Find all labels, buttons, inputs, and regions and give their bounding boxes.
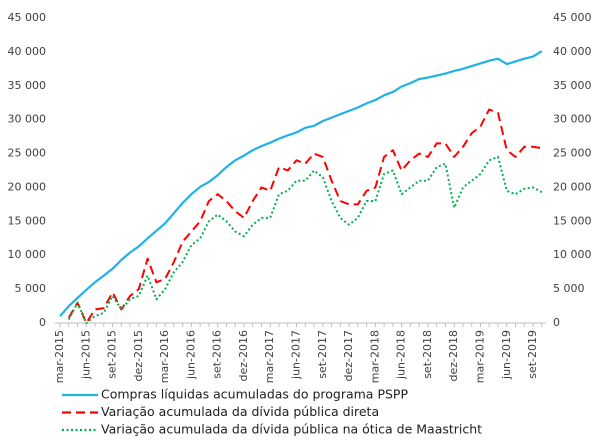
y-tick-label: 10 000 — [8, 248, 47, 261]
legend-label: Variação acumulada da dívida pública dir… — [101, 404, 379, 419]
x-tick-label: set-2016 — [211, 330, 224, 379]
y-tick-label: 25 000 — [8, 147, 47, 160]
x-tick-label: jun-2018 — [395, 330, 408, 380]
y2-tick-label: 10 000 — [553, 248, 592, 261]
x-tick-label: set-2015 — [106, 330, 119, 379]
y-tick-label: 35 000 — [8, 79, 47, 92]
y2-tick-label: 5 000 — [553, 282, 585, 295]
x-tick-label: jun-2017 — [290, 330, 303, 380]
x-tick-label: mar-2016 — [158, 330, 171, 383]
x-tick-label: set-2018 — [421, 330, 434, 379]
y-tick-label: 30 000 — [8, 113, 47, 126]
x-tick-label: mar-2018 — [368, 330, 381, 383]
y2-tick-label: 30 000 — [553, 113, 592, 126]
series-line — [59, 50, 543, 317]
x-tick-label: jun-2015 — [79, 330, 92, 380]
y2-tick-label: 40 000 — [553, 45, 592, 58]
y-tick-label: 20 000 — [8, 180, 47, 193]
x-tick-label: dez-2017 — [342, 330, 355, 382]
x-tick-label: dez-2016 — [237, 330, 250, 382]
x-tick-label: mar-2015 — [53, 330, 66, 383]
y2-tick-label: 15 000 — [553, 214, 592, 227]
x-tick-label: mar-2017 — [263, 330, 276, 383]
x-tick-label: dez-2018 — [447, 330, 460, 382]
y-tick-label: 5 000 — [15, 282, 47, 295]
x-tick-label: dez-2015 — [132, 330, 145, 382]
x-tick-label: jun-2019 — [500, 330, 513, 380]
y-tick-label: 0 — [39, 316, 46, 329]
series-line — [67, 108, 542, 324]
y2-tick-label: 45 000 — [553, 11, 592, 24]
x-tick-label: jun-2016 — [184, 330, 197, 380]
x-tick-label: set-2019 — [526, 330, 539, 379]
y2-tick-label: 0 — [553, 316, 560, 329]
legend-label: Compras líquidas acumuladas do programa … — [101, 387, 408, 402]
x-tick-label: set-2017 — [316, 330, 329, 379]
series-line — [67, 155, 543, 324]
y-tick-label: 40 000 — [8, 45, 47, 58]
y2-tick-label: 35 000 — [553, 79, 592, 92]
y2-tick-label: 25 000 — [553, 147, 592, 160]
y-tick-label: 45 000 — [8, 11, 47, 24]
y-tick-label: 15 000 — [8, 214, 47, 227]
x-tick-label: mar-2019 — [473, 330, 486, 383]
y2-tick-label: 20 000 — [553, 180, 592, 193]
legend-label: Variação acumulada da dívida pública na … — [101, 422, 482, 437]
